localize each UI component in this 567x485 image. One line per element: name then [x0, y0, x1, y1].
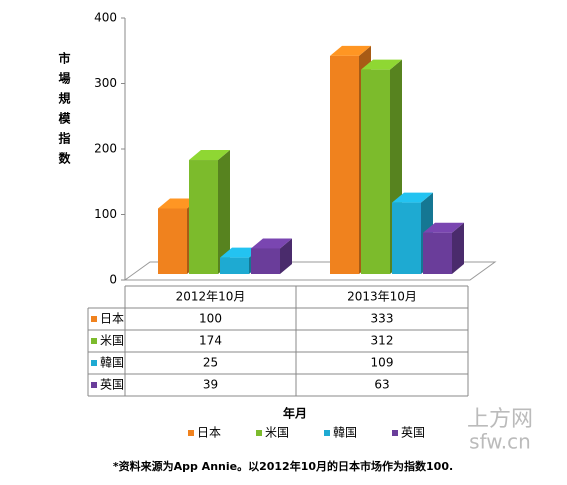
- table-cell: 63: [374, 378, 389, 392]
- footnote: *资料来源为App Annie。以2012年10月的日本市场作为指数100.: [113, 459, 453, 473]
- y-axis-label: 市場規模指数: [57, 51, 71, 172]
- legend-key: [256, 430, 262, 436]
- legend-key: [188, 430, 194, 436]
- x-axis-label: 年月: [283, 406, 307, 421]
- legend-key: [392, 430, 398, 436]
- y-tick-label: 300: [94, 76, 117, 90]
- bar: [189, 160, 218, 274]
- bar-top: [220, 247, 261, 258]
- bar-top: [361, 59, 402, 70]
- bar-top: [251, 238, 292, 249]
- bar: [361, 69, 390, 274]
- table-cell: 25: [203, 356, 218, 370]
- table-row-label: 韓国: [100, 356, 124, 370]
- legend-label: 韓国: [333, 426, 357, 440]
- table-row-label: 日本: [100, 312, 124, 326]
- watermark: sfw.cn: [469, 430, 531, 454]
- y-tick-label: 200: [94, 142, 117, 156]
- bar-side: [280, 238, 292, 274]
- table-cell: 39: [203, 378, 218, 392]
- legend-key: [91, 316, 97, 322]
- bar-top: [423, 222, 464, 233]
- table-header: 2012年10月: [176, 290, 246, 304]
- legend-key: [324, 430, 330, 436]
- bar-side: [218, 150, 230, 274]
- legend-label: 日本: [197, 426, 221, 440]
- bar: [330, 55, 359, 275]
- bar-side: [452, 222, 464, 274]
- bar-top: [158, 198, 199, 209]
- table-row-label: 英国: [100, 378, 124, 392]
- table-cell: 100: [199, 312, 222, 326]
- legend-label: 米国: [265, 426, 289, 440]
- legend-key: [91, 382, 97, 388]
- table-row-label: 米国: [100, 334, 124, 348]
- y-tick-label: 0: [109, 273, 117, 287]
- legend-key: [91, 360, 97, 366]
- y-tick-label: 100: [94, 207, 117, 221]
- legend-label: 英国: [401, 426, 425, 440]
- table-cell: 333: [371, 312, 394, 326]
- legend-key: [91, 338, 97, 344]
- table-cell: 174: [199, 334, 222, 348]
- table-header: 2013年10月: [347, 290, 417, 304]
- bar: [423, 232, 452, 274]
- y-tick-label: 400: [94, 11, 117, 25]
- bar: [251, 248, 280, 274]
- table-cell: 312: [371, 334, 394, 348]
- table-cell: 109: [371, 356, 394, 370]
- bar-top: [330, 45, 371, 56]
- bar: [158, 208, 187, 274]
- bar-top: [189, 150, 230, 161]
- watermark: 上方网: [467, 407, 533, 432]
- bar-top: [392, 192, 433, 203]
- bar: [392, 202, 421, 274]
- bar: [220, 257, 249, 274]
